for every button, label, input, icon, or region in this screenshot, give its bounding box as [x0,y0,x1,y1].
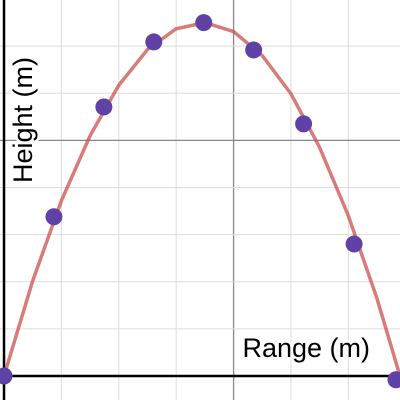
data-point [45,208,63,226]
y-axis-label: Height (m) [8,57,38,183]
data-point [95,98,113,116]
data-point [345,235,363,253]
data-point [195,14,213,32]
x-axis-label: Range (m) [242,333,370,363]
data-point [145,33,163,51]
data-point [387,371,400,389]
data-point [0,367,13,385]
plot [0,14,400,389]
data-point [295,115,313,133]
data-point [245,41,263,59]
fit-curve [2,20,400,383]
